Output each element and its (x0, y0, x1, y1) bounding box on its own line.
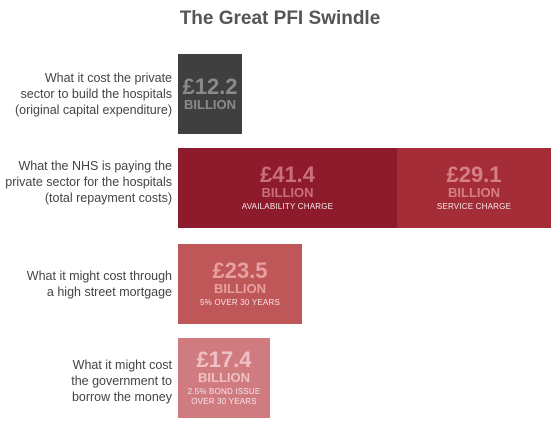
bar-value-label: £23.5 (212, 258, 268, 283)
bar-segment-1-1: £29.1 BILLION SERVICE CHARGE (397, 148, 551, 228)
bar-unit-label: BILLION (448, 185, 500, 200)
bar-note-label: 5% OVER 30 YEARS (200, 298, 280, 307)
bar-segment-3-0: £17.4 BILLION 2.5% BOND ISSUE OVER 30 YEAR… (178, 338, 270, 418)
bar-segment-1-0: £41.4 BILLION AVAILABILITY CHARGE (178, 148, 397, 228)
bar-value-label: £12.2 (182, 74, 238, 99)
row-label-capital-cost: What it cost the private sector to build… (14, 71, 172, 117)
bar-unit-label: BILLION (198, 370, 250, 385)
bar-note-label: SERVICE CHARGE (436, 202, 512, 211)
bar-segment-0-0: £12.2 BILLION (178, 54, 242, 134)
bar-note-label: AVAILABILITY CHARGE (241, 202, 334, 211)
row-label-repayment-costs: What the NHS is paying the private secto… (5, 159, 172, 205)
chart-title: The Great PFI Swindle (179, 8, 381, 29)
bar-unit-label: BILLION (261, 185, 314, 200)
bar-unit-label: BILLION (214, 281, 266, 296)
row-label-government-borrowing: What it might cost the government to bor… (71, 358, 172, 404)
bar-segment-2-0: £23.5 BILLION 5% OVER 30 YEARS (178, 244, 302, 324)
row-label-mortgage: What it might cost through a high street… (26, 269, 172, 299)
bar-note-label: 2.5% BOND ISSUE OVER 30 YEARS (187, 387, 261, 406)
bar-value-label: £17.4 (196, 347, 252, 372)
bar-value-label: £29.1 (446, 162, 502, 187)
bar-unit-label: BILLION (184, 97, 236, 112)
bar-value-label: £41.4 (259, 162, 316, 187)
